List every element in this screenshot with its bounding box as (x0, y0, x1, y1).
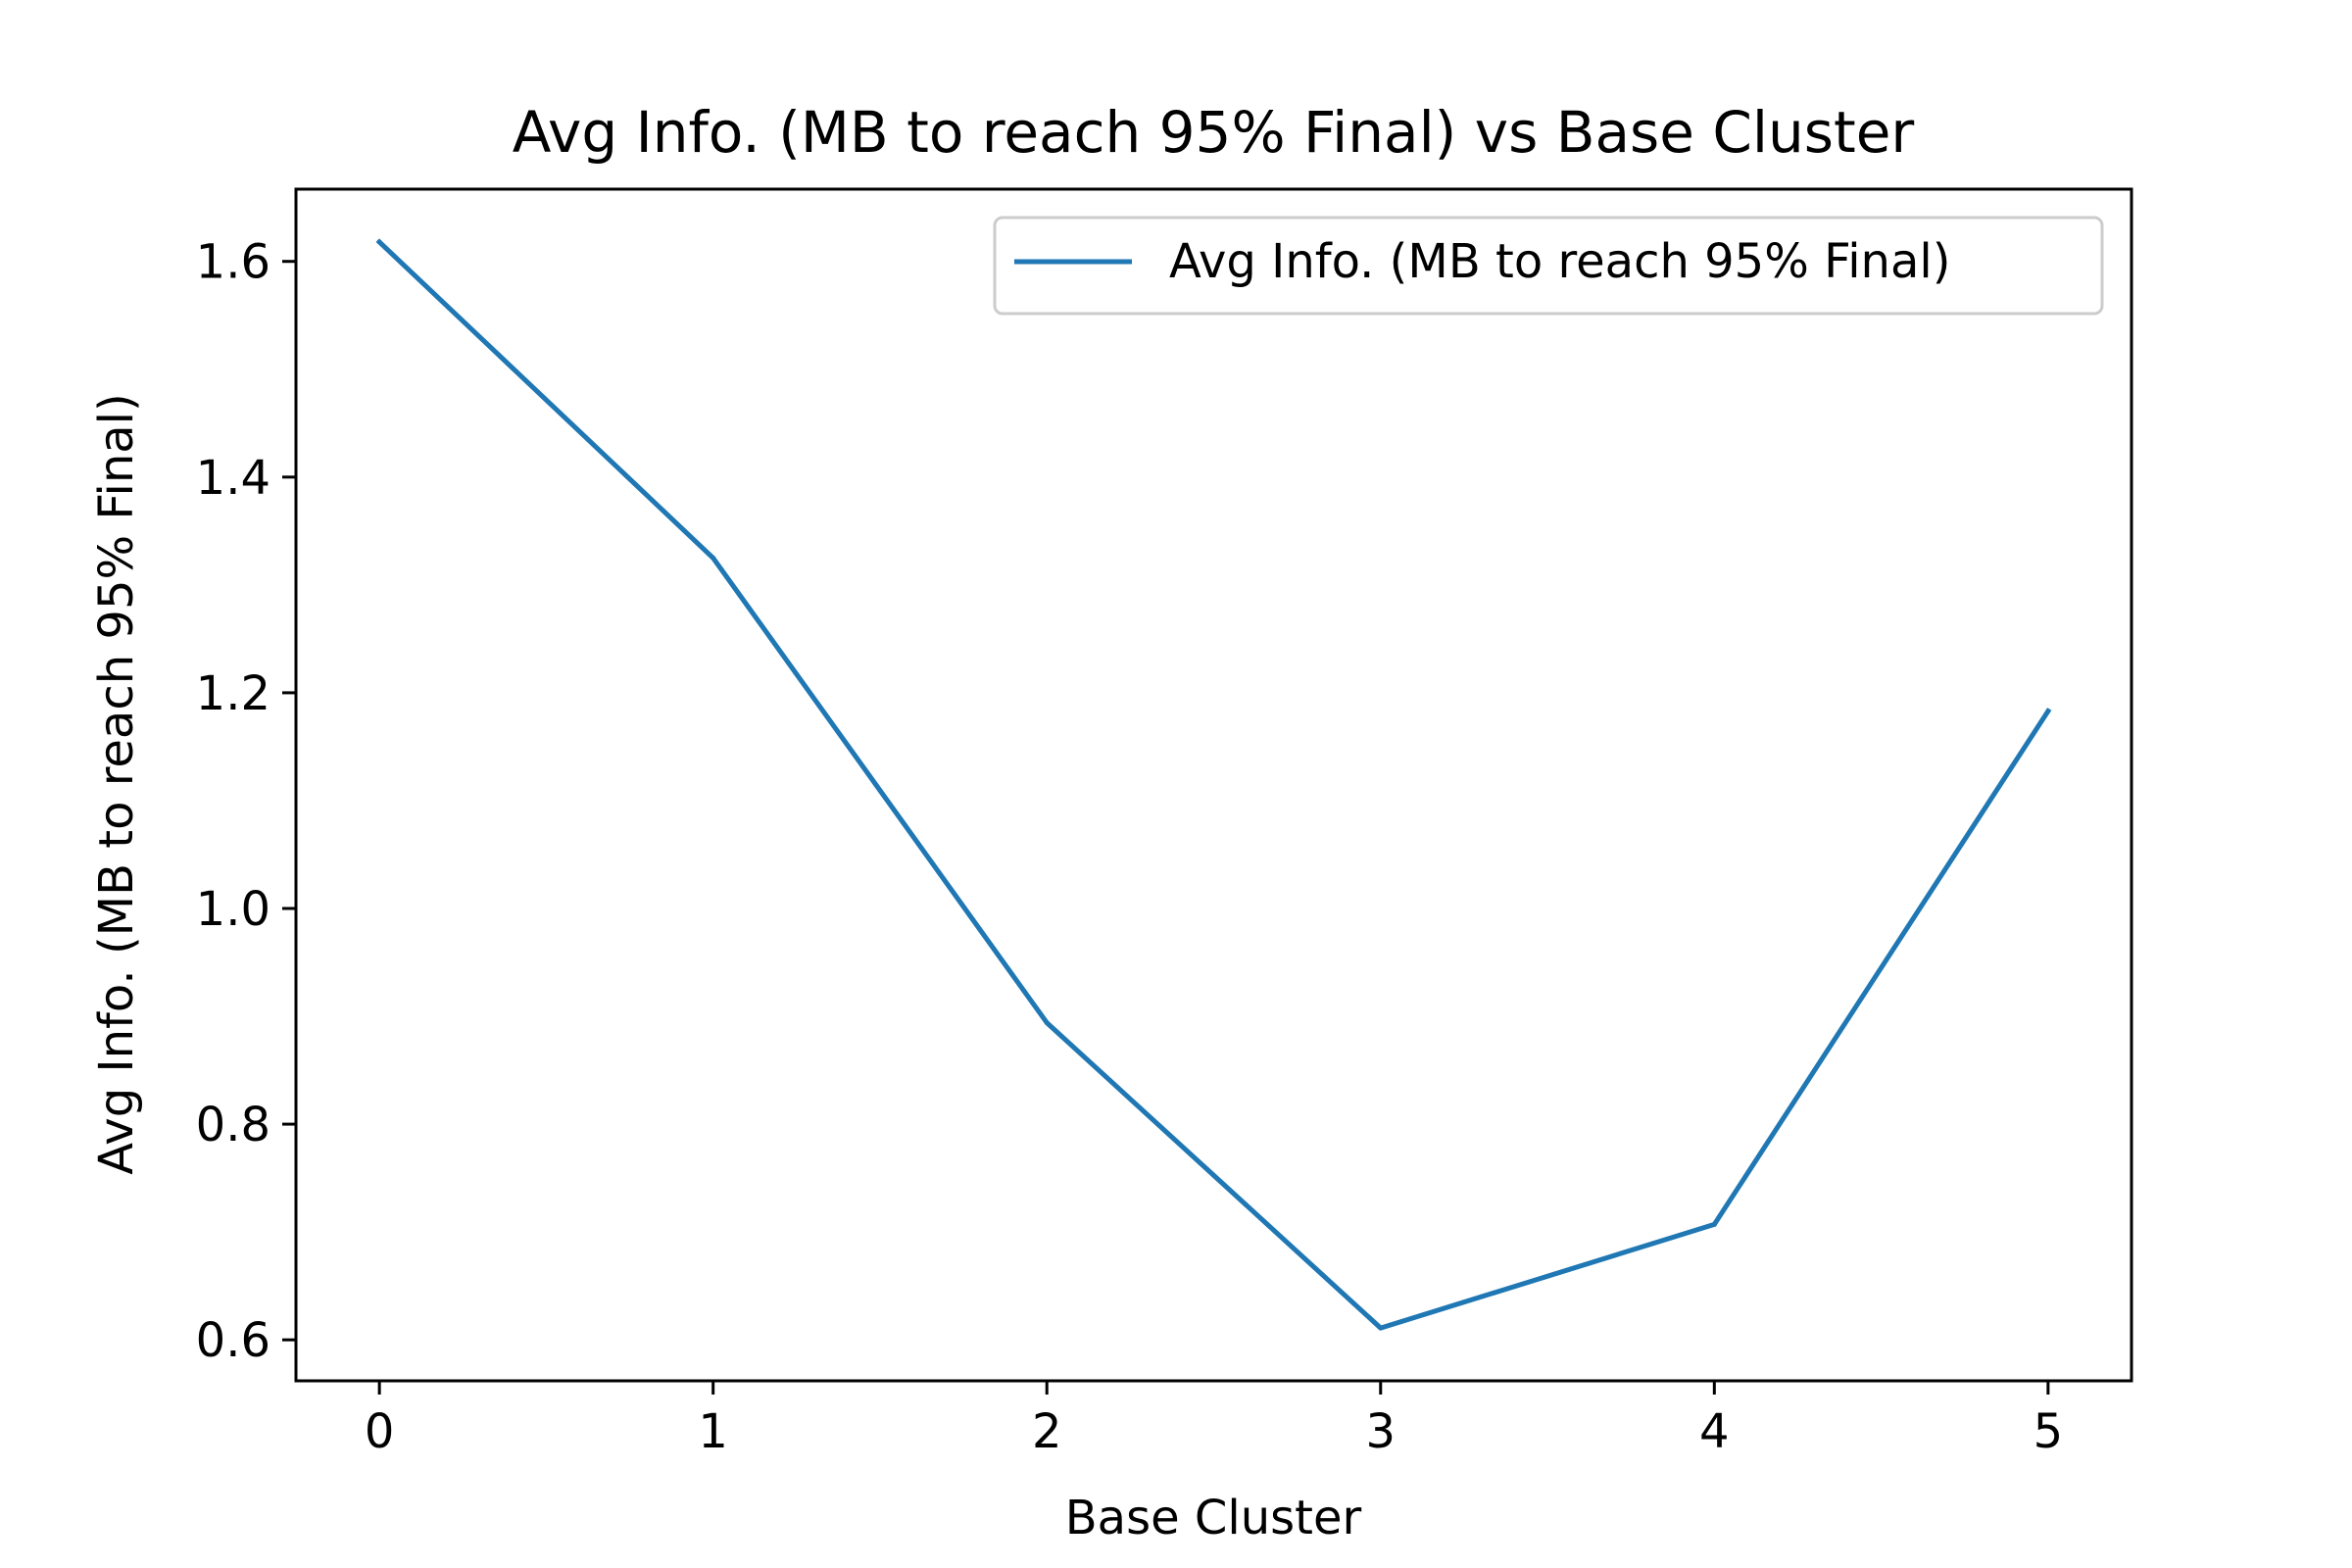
data-point (710, 555, 716, 561)
x-tick-label: 2 (1032, 1404, 1062, 1459)
legend-box (993, 216, 2104, 316)
y-tick-label: 0.8 (196, 1098, 270, 1152)
y-tick-label: 0.6 (196, 1313, 270, 1368)
series-line-0 (375, 238, 2052, 1331)
plot-area-frame (294, 187, 2133, 1383)
y-tick-label: 1.0 (196, 882, 270, 937)
data-point (1711, 1221, 1717, 1227)
x-tick-label: 5 (2034, 1404, 2064, 1459)
x-tick-label: 0 (365, 1404, 395, 1459)
series-layer (375, 238, 2052, 1331)
data-point (1378, 1325, 1384, 1331)
y-tick-label: 1.4 (196, 451, 270, 506)
y-axis-label: Avg Info. (MB to reach 95% Final) (89, 393, 144, 1174)
y-axis: 0.6 0.8 1.0 1.2 1.4 1.6 (196, 235, 296, 1368)
y-tick-label: 1.6 (196, 235, 270, 290)
x-axis: 0 1 2 3 4 5 (365, 1381, 2063, 1459)
x-tick-label: 4 (1699, 1404, 1730, 1459)
data-point (376, 239, 382, 245)
x-axis-label: Base Cluster (1065, 1491, 1362, 1545)
chart-title: Avg Info. (MB to reach 95% Final) vs Bas… (513, 99, 1915, 166)
legend-series-label: Avg Info. (MB to reach 95% Final) (1169, 234, 1950, 289)
legend: Avg Info. (MB to reach 95% Final) (993, 216, 2104, 316)
data-point (2045, 709, 2051, 714)
x-tick-label: 1 (698, 1404, 728, 1459)
x-tick-label: 3 (1365, 1404, 1396, 1459)
data-point (1044, 1020, 1050, 1026)
y-tick-label: 1.2 (196, 666, 270, 721)
